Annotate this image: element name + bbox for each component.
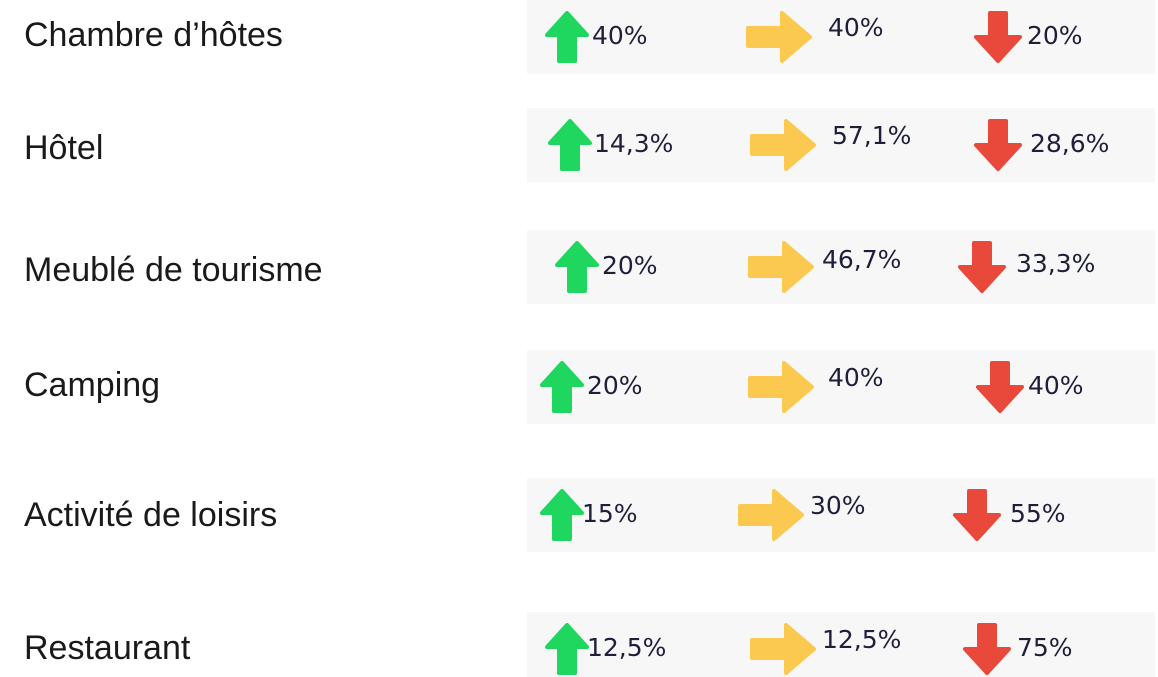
value-panel — [527, 230, 1155, 304]
row: Hôtel 14,3% 57,1% 28,6% — [24, 108, 1155, 182]
row-label: Hôtel — [24, 129, 103, 167]
down-arrow — [976, 361, 1024, 413]
percentage: 40% — [828, 13, 884, 42]
right-arrow — [748, 241, 814, 293]
down-arrow — [974, 11, 1022, 63]
percentage: 12,5% — [587, 633, 666, 662]
percentage: 40% — [592, 21, 648, 50]
percentage: 20% — [602, 251, 658, 280]
percentage: 20% — [1027, 21, 1083, 50]
percentage: 57,1% — [832, 121, 911, 150]
percentage: 20% — [587, 371, 643, 400]
percentage: 30% — [810, 491, 866, 520]
percentage: 28,6% — [1030, 129, 1109, 158]
row: Chambre d’hôtes 40% 40% 20% — [24, 0, 1155, 74]
row: Activité de loisirs 15% 30% 55% — [24, 478, 1155, 552]
up-arrow — [545, 11, 589, 63]
right-arrow — [748, 361, 814, 413]
row-label: Meublé de tourisme — [24, 251, 323, 289]
value-panel — [527, 478, 1155, 552]
right-arrow — [750, 623, 816, 675]
row-label: Camping — [24, 366, 160, 404]
value-panel — [527, 612, 1155, 677]
right-arrow — [750, 119, 816, 171]
up-arrow — [540, 489, 584, 541]
value-panel — [527, 350, 1155, 424]
up-arrow — [555, 241, 599, 293]
percentage: 46,7% — [822, 245, 901, 274]
value-panel — [527, 108, 1155, 182]
percentage: 14,3% — [594, 129, 673, 158]
percentage: 75% — [1017, 633, 1073, 662]
percentage: 15% — [582, 499, 638, 528]
row: Meublé de tourisme 20% 46,7% 33,3% — [24, 230, 1155, 304]
percentage: 55% — [1010, 499, 1066, 528]
row-label: Chambre d’hôtes — [24, 16, 283, 54]
down-arrow — [958, 241, 1006, 293]
up-arrow — [540, 361, 584, 413]
up-arrow — [548, 119, 592, 171]
row: Camping 20% 40% 40% — [24, 350, 1155, 424]
up-arrow — [545, 623, 589, 675]
value-panel — [527, 0, 1155, 74]
row-label: Restaurant — [24, 629, 191, 667]
percentage: 40% — [1028, 371, 1084, 400]
percentage: 40% — [828, 363, 884, 392]
row-label: Activité de loisirs — [24, 496, 277, 534]
down-arrow — [963, 623, 1011, 675]
row: Restaurant 12,5% 12,5% 75% — [24, 612, 1155, 677]
percentage: 12,5% — [822, 625, 901, 654]
down-arrow — [953, 489, 1001, 541]
right-arrow — [738, 489, 804, 541]
down-arrow — [974, 119, 1022, 171]
percentage: 33,3% — [1016, 249, 1095, 278]
right-arrow — [746, 11, 812, 63]
